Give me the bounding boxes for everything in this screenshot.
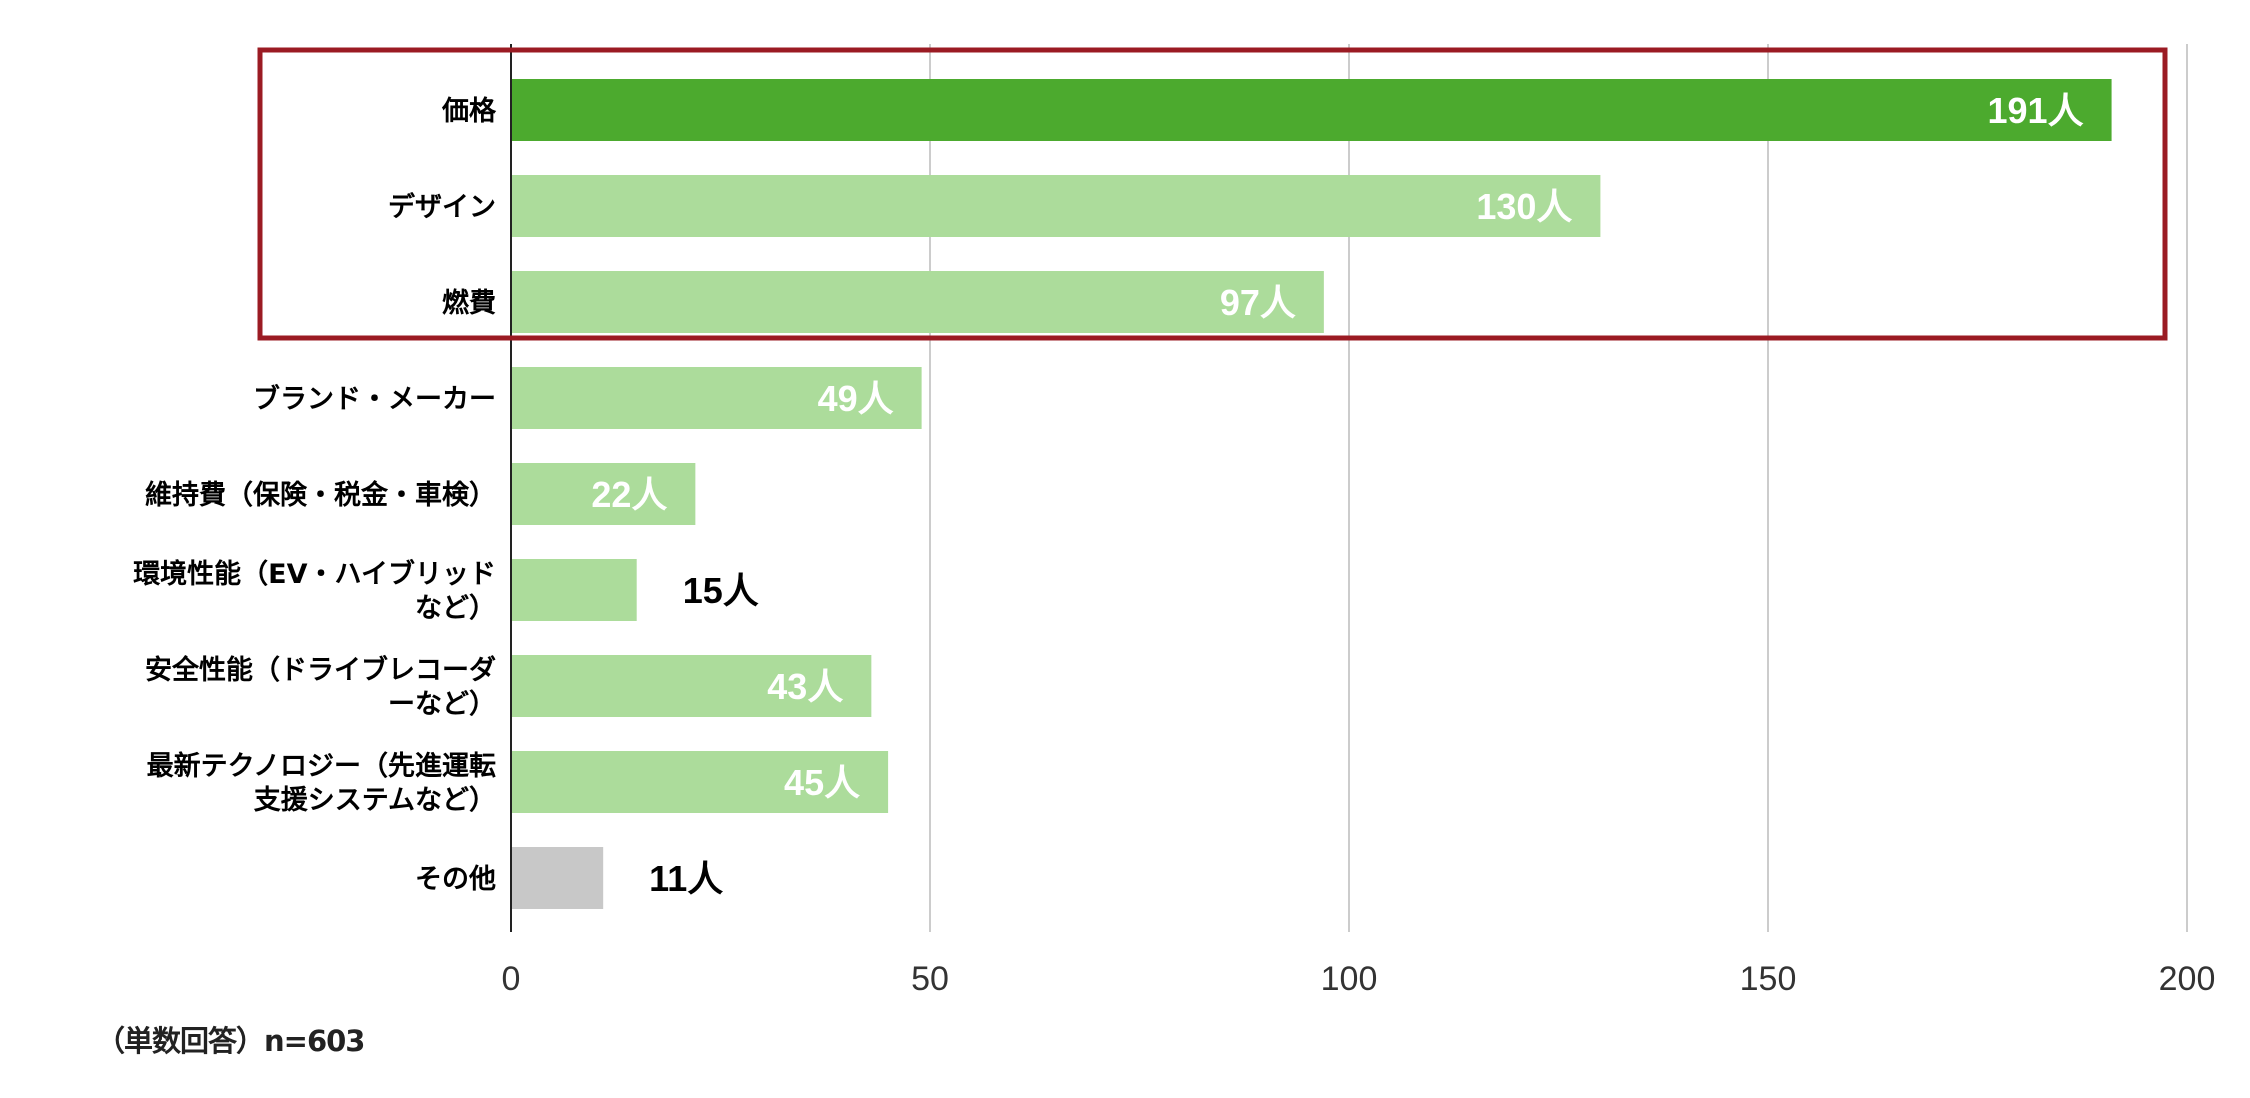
category-label: など） <box>415 593 496 624</box>
category-label: 支援システムなど） <box>254 785 496 816</box>
bars <box>511 79 2112 909</box>
category-label: 価格 <box>441 96 497 127</box>
x-tick-label: 200 <box>2159 960 2216 998</box>
data-label: 130人 <box>1476 186 1572 227</box>
bar <box>511 655 872 717</box>
x-axis-tick-labels: 0 50 100 150 200 <box>502 960 2216 998</box>
category-label: デザイン <box>388 191 496 223</box>
bar <box>511 751 889 813</box>
category-label: 燃費 <box>442 288 496 319</box>
category-label: 維持費（保険・税金・車検） <box>145 479 496 511</box>
x-tick-label: 0 <box>502 960 521 998</box>
data-label: 15人 <box>683 570 759 611</box>
category-label: 安全性能（ドライブレコーダ <box>145 654 496 686</box>
data-label: 43人 <box>767 666 843 707</box>
bar <box>511 79 2112 141</box>
x-tick-label: 100 <box>1321 960 1378 998</box>
bar <box>511 175 1601 237</box>
bar <box>511 559 637 621</box>
category-label: 環境性能（EV・ハイブリッド <box>133 558 496 590</box>
footnote: （単数回答）n=603 <box>96 1024 365 1058</box>
data-label: 191人 <box>1988 90 2084 131</box>
category-label: 最新テクノロジー（先進運転 <box>147 750 496 782</box>
category-label: その他 <box>415 864 496 895</box>
bar <box>511 271 1324 333</box>
data-label: 45人 <box>784 762 860 803</box>
data-label: 22人 <box>591 474 667 515</box>
data-label: 11人 <box>649 858 723 899</box>
bar <box>511 847 604 909</box>
highlight-box <box>257 47 2168 341</box>
category-label: ブランド・メーカー <box>253 383 496 415</box>
data-label: 49人 <box>818 378 894 419</box>
bar <box>511 463 696 525</box>
data-label: 97人 <box>1220 282 1296 323</box>
x-tick-label: 150 <box>1740 960 1797 998</box>
x-tick-label: 50 <box>911 960 949 998</box>
value-labels: 191人 130人 97人 49人 22人 15人 43人 45人 11人 <box>591 90 2083 899</box>
category-label: ーなど） <box>388 689 496 720</box>
bar <box>511 367 922 429</box>
